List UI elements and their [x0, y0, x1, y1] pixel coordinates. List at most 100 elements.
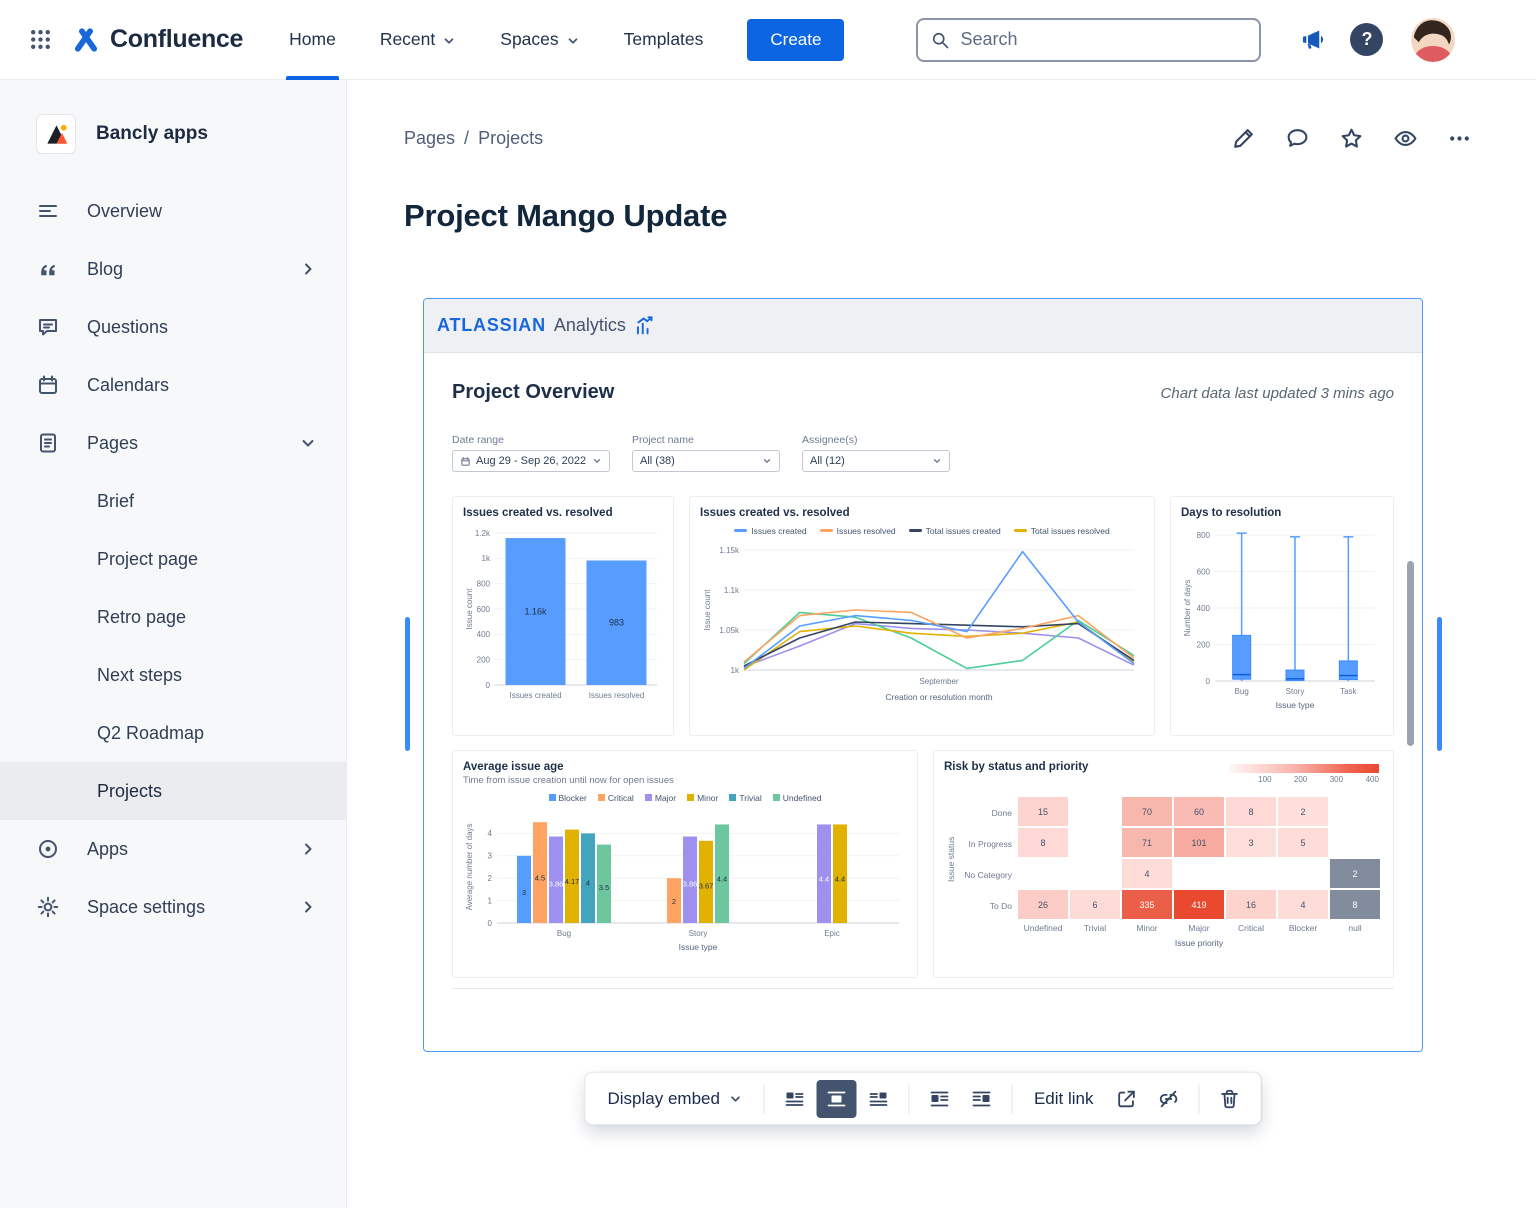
- primary-nav: Home Recent Spaces Templates: [286, 0, 747, 80]
- chart-title: Issues created vs. resolved: [463, 507, 613, 519]
- edit-link-button[interactable]: Edit link: [1033, 1088, 1094, 1108]
- sidebar-page-children: Brief Project page Retro page Next steps Q2 …: [0, 472, 346, 820]
- filter-select-date-range[interactable]: Aug 29 - Sep 26, 2022: [452, 450, 610, 472]
- chevron-right-icon: [300, 841, 316, 857]
- svg-text:Issues resolved: Issues resolved: [589, 691, 645, 700]
- svg-text:1: 1: [488, 896, 493, 905]
- analytics-embed-card[interactable]: ATLASSIAN Analytics Project Overview Cha…: [423, 298, 1423, 1052]
- watch-eye-icon[interactable]: [1393, 126, 1418, 151]
- help-glyph: ?: [1361, 29, 1373, 49]
- breadcrumb-projects[interactable]: Projects: [478, 128, 544, 148]
- toolbar-divider: [908, 1083, 910, 1114]
- apps-icon: [36, 837, 62, 861]
- sidebar-item-overview[interactable]: Overview: [0, 182, 346, 240]
- svg-text:Bug: Bug: [557, 929, 571, 938]
- svg-text:1.15k: 1.15k: [719, 546, 740, 555]
- sidebar-item-space-settings[interactable]: Space settings: [0, 878, 346, 936]
- last-updated-text: Chart data last updated 3 mins ago: [1160, 385, 1394, 402]
- nav-item-templates[interactable]: Templates: [623, 29, 704, 49]
- wrap-right-button[interactable]: [962, 1080, 1002, 1118]
- heatmap-cell: 3: [1226, 828, 1276, 857]
- filter-select-assignee-s[interactable]: All (12): [802, 450, 950, 472]
- heatmap-cell: 4: [1278, 890, 1328, 919]
- wrap-left-button[interactable]: [920, 1080, 960, 1118]
- analytics-chart-icon: [634, 315, 655, 336]
- legend-item-issues-created: Issues created: [734, 526, 807, 536]
- heatmap-column-label: null: [1348, 923, 1362, 933]
- breadcrumb-separator: /: [464, 128, 470, 148]
- svg-text:Issue type: Issue type: [679, 942, 718, 952]
- star-icon[interactable]: [1339, 126, 1364, 151]
- filter-label: Assignee(s): [802, 434, 858, 446]
- confluence-logo[interactable]: Confluence: [71, 25, 243, 54]
- help-button[interactable]: ?: [1350, 23, 1384, 56]
- user-avatar[interactable]: [1411, 17, 1456, 62]
- edit-icon[interactable]: [1231, 126, 1256, 151]
- sidebar-item-retro-page[interactable]: Retro page: [97, 606, 187, 627]
- filter-date-range: Date range Aug 29 - Sep 26, 2022: [452, 434, 610, 472]
- create-button[interactable]: Create: [747, 18, 845, 61]
- page-title: Project Mango Update: [404, 198, 728, 233]
- sidebar-item-blog[interactable]: Blog: [0, 240, 346, 298]
- sidebar-item-projects[interactable]: Projects: [0, 762, 346, 820]
- filter-select-project-name[interactable]: All (38): [632, 450, 780, 472]
- search-input[interactable]: [960, 29, 1248, 50]
- embed-resize-handle-right[interactable]: [1437, 617, 1442, 751]
- announcements-icon[interactable]: [1299, 26, 1326, 53]
- sidebar-item-q2-roadmap[interactable]: Q2 Roadmap: [97, 722, 205, 743]
- legend-item-minor: Minor: [687, 793, 718, 803]
- nav-item-spaces[interactable]: Spaces: [500, 0, 579, 80]
- search-box[interactable]: [916, 17, 1262, 62]
- embed-resize-handle-left[interactable]: [405, 617, 410, 751]
- open-in-new-button[interactable]: [1106, 1080, 1146, 1118]
- svg-text:4: 4: [586, 878, 590, 887]
- heatmap-column-label: Minor: [1136, 923, 1158, 933]
- heatmap-cell: 8: [1226, 797, 1276, 826]
- sidebar-item-next-steps[interactable]: Next steps: [97, 664, 183, 685]
- grouped-bar-plot: 4 3 2 1 0 3 4.5 3.86 4.17 4 3.5 Bug 2 3.86 3.67 4.4 Stor…: [463, 807, 907, 957]
- heatmap-column-label: Critical: [1238, 923, 1264, 933]
- line-chart-legend: Issues created Issues resolved Total issue…: [700, 526, 1144, 536]
- nav-item-recent[interactable]: Recent: [380, 0, 456, 80]
- app-switcher-icon[interactable]: [28, 27, 53, 52]
- calendar-icon: [36, 373, 62, 397]
- svg-text:3.5: 3.5: [599, 883, 609, 892]
- heatmap-row-label: No Category: [964, 869, 1012, 880]
- sidebar-item-questions[interactable]: Questions: [0, 298, 346, 356]
- svg-text:983: 983: [609, 618, 624, 628]
- align-right-button[interactable]: [859, 1080, 899, 1118]
- align-left-button[interactable]: [775, 1080, 815, 1118]
- sidebar-item-apps[interactable]: Apps: [0, 820, 346, 878]
- space-name: Bancly apps: [96, 123, 208, 144]
- heatmap-scale-ticks: 100 200 300 400: [1258, 775, 1379, 784]
- main-content: Pages / Projects Project Mango Update AT…: [348, 80, 1536, 1208]
- chevron-right-icon: [300, 899, 316, 915]
- bar-chart-legend: Blocker Critical Major Minor Trivial Undefine…: [463, 793, 907, 803]
- delete-button[interactable]: [1209, 1080, 1249, 1118]
- unlink-button[interactable]: [1148, 1080, 1188, 1118]
- legend-item-trivial: Trivial: [729, 793, 762, 803]
- space-header[interactable]: Bancly apps: [0, 80, 346, 182]
- heatmap-row-label: In Progress: [968, 838, 1012, 849]
- svg-text:800: 800: [477, 579, 491, 588]
- heatmap-cell: [1330, 828, 1380, 857]
- heatmap-row-label: To Do: [989, 900, 1012, 911]
- svg-text:Average number of days: Average number of days: [465, 823, 474, 910]
- filter-label: Date range: [452, 434, 504, 446]
- display-embed-dropdown[interactable]: Display embed: [596, 1089, 755, 1109]
- sidebar-item-brief[interactable]: Brief: [97, 490, 135, 511]
- sidebar-item-calendars[interactable]: Calendars: [0, 356, 346, 414]
- toolbar-divider: [763, 1083, 765, 1114]
- chart-title: Days to resolution: [1181, 507, 1282, 519]
- comment-icon[interactable]: [1285, 126, 1310, 151]
- align-center-button[interactable]: [816, 1079, 857, 1118]
- svg-text:Epic: Epic: [824, 929, 840, 938]
- heatmap-xlabel: Issue priority: [1174, 938, 1224, 948]
- heatmap-column-label: Blocker: [1288, 923, 1318, 933]
- sidebar-item-project-page[interactable]: Project page: [97, 548, 199, 569]
- nav-item-home[interactable]: Home: [286, 0, 339, 80]
- breadcrumb-pages[interactable]: Pages: [404, 128, 456, 148]
- more-actions-icon[interactable]: [1447, 126, 1472, 151]
- sidebar-item-pages[interactable]: Pages: [0, 414, 346, 472]
- embed-scrollbar[interactable]: [1407, 561, 1414, 746]
